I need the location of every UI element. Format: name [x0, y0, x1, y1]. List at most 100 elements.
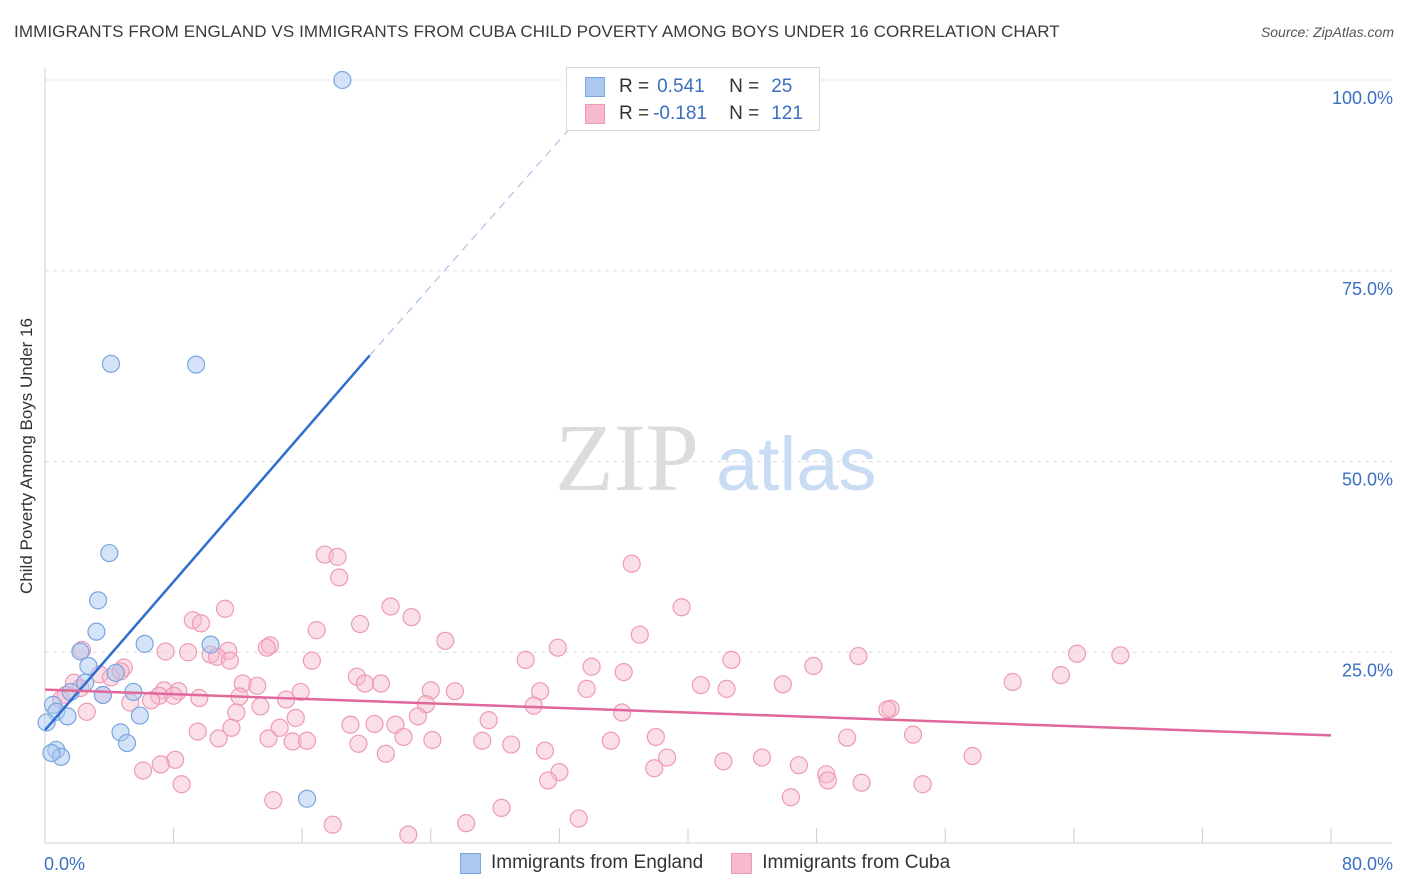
cuba-r-label: R =: [619, 103, 650, 124]
cuba-point: [371, 674, 391, 693]
y-tick-label: 50.0%: [1342, 470, 1393, 490]
cuba-point: [614, 662, 633, 682]
cuba-point: [286, 708, 305, 727]
legend-row-england: R = 0.541 N = 25: [585, 74, 792, 100]
watermark-atlas: atlas: [716, 422, 877, 507]
cuba-point: [77, 702, 96, 721]
cuba-point: [248, 676, 267, 695]
england-point: [101, 354, 121, 373]
cuba-legend-label: Immigrants from Cuba: [762, 852, 951, 873]
cuba-n-value: 121: [771, 103, 803, 124]
cuba-point: [878, 700, 897, 719]
legend-item-cuba: Immigrants from Cuba: [731, 852, 950, 874]
england-point: [88, 591, 108, 610]
cuba-point: [222, 718, 241, 737]
cuba-point: [473, 731, 492, 750]
cuba-r-value: -0.181: [653, 103, 707, 124]
cuba-point: [773, 675, 792, 694]
cuba-point: [492, 798, 511, 818]
cuba-point: [376, 744, 395, 763]
cuba-point: [479, 711, 498, 730]
england-point: [130, 706, 149, 725]
tick-labels: 25.0% 50.0% 75.0% 100.0% 0.0% 80.0%: [44, 88, 1393, 874]
cuba-point: [963, 746, 982, 766]
england-r-value: 0.541: [657, 76, 705, 97]
cuba-point: [722, 650, 741, 669]
england-point: [117, 733, 137, 753]
cuba-point: [227, 703, 246, 722]
cuba-point: [283, 732, 302, 751]
cuba-legend-swatch: [731, 852, 753, 874]
england-point: [100, 543, 119, 563]
cuba-point: [423, 730, 442, 750]
cuba-point: [789, 756, 809, 775]
cuba-point: [612, 703, 632, 722]
cuba-point: [1003, 672, 1022, 692]
cuba-point: [151, 755, 170, 774]
england-point: [87, 622, 106, 641]
cuba-point: [548, 638, 567, 657]
cuba-point: [717, 679, 736, 698]
england-point: [297, 789, 317, 808]
cuba-point: [838, 728, 857, 747]
cuba-point: [302, 651, 321, 670]
cuba-point: [323, 815, 342, 834]
england-point: [37, 713, 56, 732]
cuba-point: [1051, 666, 1071, 685]
watermark-zip: ZIP: [555, 404, 699, 511]
england-point: [187, 355, 206, 374]
cuba-point: [188, 722, 207, 741]
legend-item-england: Immigrants from England: [460, 852, 703, 874]
cuba-point: [307, 621, 326, 640]
cuba-point: [141, 691, 161, 710]
cuba-point: [535, 741, 555, 760]
cuba-point: [903, 725, 923, 744]
cuba-point: [817, 765, 836, 784]
cuba-point: [752, 748, 772, 767]
gridlines: [45, 79, 1392, 653]
england-point: [42, 743, 61, 763]
england-point: [201, 635, 220, 654]
cuba-point: [270, 718, 289, 737]
legend-row-cuba: R = -0.181 N = 121: [585, 101, 803, 127]
cuba-point: [457, 814, 476, 833]
england-legend-swatch: [460, 852, 481, 874]
cuba-point: [381, 597, 400, 616]
cuba-point: [672, 598, 691, 617]
cuba-point: [341, 715, 360, 734]
cuba-point: [349, 734, 368, 753]
england-n-label: N =: [729, 76, 760, 97]
cuba-point: [913, 775, 932, 794]
y-tick-label: 25.0%: [1342, 660, 1393, 680]
cuba-point: [399, 825, 418, 844]
england-trendline: [44, 354, 371, 731]
cuba-point: [1111, 646, 1130, 665]
cuba-point: [445, 682, 465, 701]
cuba-point: [291, 682, 310, 702]
england-trendline-extension: [369, 79, 613, 356]
cuba-point: [622, 554, 641, 573]
cuba-point: [630, 625, 649, 644]
cuba-point: [220, 651, 239, 670]
cuba-point: [402, 608, 421, 627]
cuba-point: [582, 657, 601, 676]
cuba-point: [577, 679, 596, 698]
cuba-point: [781, 788, 800, 807]
cuba-point: [421, 681, 440, 700]
watermark: ZIP atlas: [555, 404, 877, 511]
england-point: [58, 707, 77, 726]
cuba-point: [658, 748, 677, 767]
cuba-point: [1067, 644, 1087, 663]
cuba-point: [190, 688, 209, 708]
cuba-point: [502, 735, 521, 754]
cuba-point: [355, 674, 374, 693]
cuba-point: [178, 643, 198, 662]
cuba-point: [394, 727, 413, 747]
source-credit: Source: ZipAtlas.com: [1260, 24, 1394, 40]
england-point: [93, 685, 112, 705]
england-swatch: [585, 77, 605, 97]
x-tick-label-min: 0.0%: [44, 854, 85, 874]
cuba-trendline: [44, 688, 1332, 737]
cuba-point: [601, 731, 620, 750]
